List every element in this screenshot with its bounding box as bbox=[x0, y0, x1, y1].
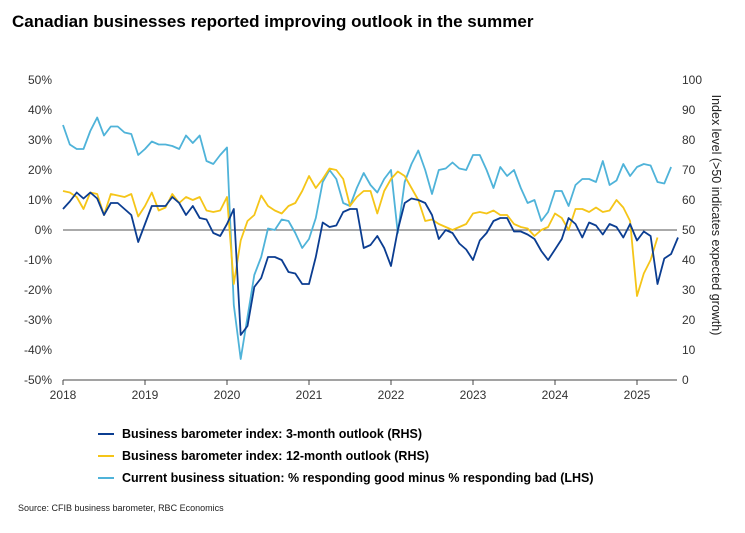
y-left-tick-label: 40% bbox=[28, 103, 52, 117]
y-right-tick-label: 0 bbox=[682, 373, 689, 387]
line-3-month-outlook bbox=[62, 191, 679, 336]
x-tick-label: 2020 bbox=[214, 388, 241, 402]
y-left-tick-label: -50% bbox=[24, 373, 52, 387]
legend-swatch-3-month bbox=[98, 433, 114, 435]
y-left-tick-label: 50% bbox=[28, 73, 52, 87]
legend-label-current-situation: Current business situation: % responding… bbox=[122, 471, 594, 485]
line-current-business-situation bbox=[62, 116, 672, 360]
y-right-tick-label: 90 bbox=[682, 103, 696, 117]
x-tick-label: 2021 bbox=[296, 388, 323, 402]
source-note: Source: CFIB business barometer, RBC Eco… bbox=[18, 503, 224, 513]
y-left-tick-label: 10% bbox=[28, 193, 52, 207]
y-left-tick-label: -30% bbox=[24, 313, 52, 327]
x-tick-label: 2024 bbox=[542, 388, 569, 402]
y-right-tick-label: 70 bbox=[682, 163, 696, 177]
y-right-tick-label: 20 bbox=[682, 313, 696, 327]
legend-item-current-situation: Current business situation: % responding… bbox=[98, 467, 594, 489]
x-tick-label: 2018 bbox=[50, 388, 77, 402]
legend-swatch-12-month bbox=[98, 455, 114, 457]
y-left-tick-label: 0% bbox=[35, 223, 53, 237]
y-right-tick-label: 100 bbox=[682, 73, 702, 87]
y-right-axis-label: Index level (>50 indicates expected grow… bbox=[709, 95, 723, 336]
y-right-tick-label: 30 bbox=[682, 283, 696, 297]
y-left-tick-label: 20% bbox=[28, 163, 52, 177]
x-tick-label: 2025 bbox=[624, 388, 651, 402]
y-right-tick-label: 50 bbox=[682, 223, 696, 237]
legend-label-3-month: Business barometer index: 3-month outloo… bbox=[122, 427, 423, 441]
legend-swatch-current-situation bbox=[98, 477, 114, 479]
y-left-tick-label: -10% bbox=[24, 253, 52, 267]
y-right-tick-label: 10 bbox=[682, 343, 696, 357]
legend-item-12-month: Business barometer index: 12-month outlo… bbox=[98, 445, 594, 467]
line-12-month-outlook bbox=[62, 167, 659, 297]
y-right-tick-label: 60 bbox=[682, 193, 696, 207]
legend-label-12-month: Business barometer index: 12-month outlo… bbox=[122, 449, 429, 463]
chart-title: Canadian businesses reported improving o… bbox=[12, 12, 534, 31]
y-right-tick-label: 40 bbox=[682, 253, 696, 267]
y-right-tick-label: 80 bbox=[682, 133, 696, 147]
y-left-tick-label: -40% bbox=[24, 343, 52, 357]
x-tick-label: 2023 bbox=[460, 388, 487, 402]
legend: Business barometer index: 3-month outloo… bbox=[98, 423, 594, 489]
x-tick-label: 2019 bbox=[132, 388, 159, 402]
y-left-tick-label: 30% bbox=[28, 133, 52, 147]
y-left-tick-label: -20% bbox=[24, 283, 52, 297]
x-tick-label: 2022 bbox=[378, 388, 405, 402]
legend-item-3-month: Business barometer index: 3-month outloo… bbox=[98, 423, 594, 445]
